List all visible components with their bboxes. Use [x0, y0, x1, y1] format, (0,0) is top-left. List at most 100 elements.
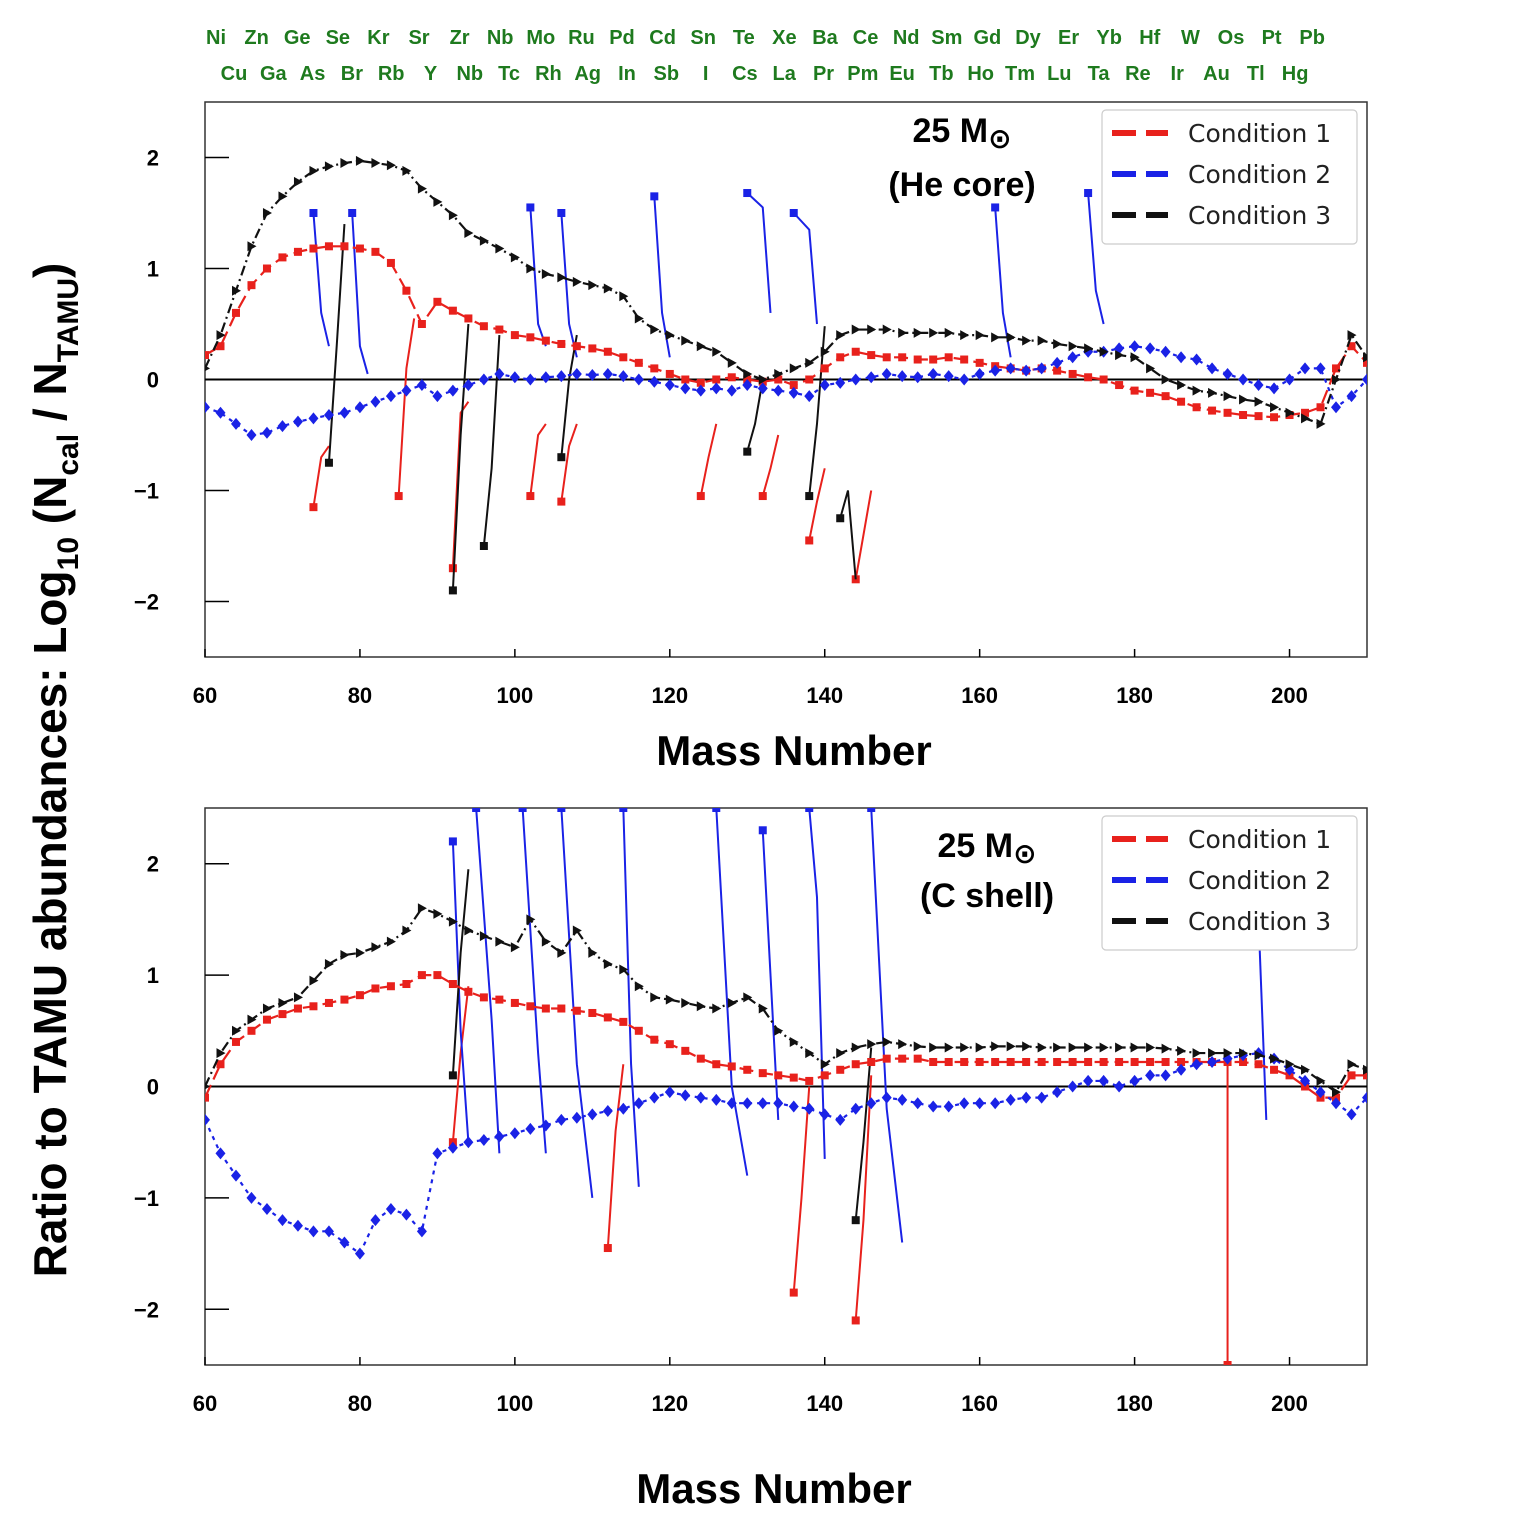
data-point — [1223, 1048, 1233, 1059]
isotope-chain-spike — [1257, 919, 1268, 1120]
data-point — [681, 997, 691, 1008]
data-point — [664, 1086, 675, 1099]
data-point — [416, 1225, 427, 1238]
data-point — [1332, 364, 1341, 373]
data-point — [634, 313, 644, 324]
data-point — [743, 1065, 752, 1074]
data-point — [960, 330, 970, 341]
x-tick-label: 140 — [806, 683, 843, 708]
data-point — [447, 1141, 458, 1154]
data-point — [472, 808, 481, 812]
element-label: Y — [424, 63, 438, 85]
data-point — [385, 390, 396, 403]
data-point — [1347, 342, 1356, 351]
data-point — [557, 808, 566, 812]
data-point — [944, 327, 954, 338]
series-line-condition-1 — [205, 245, 1367, 419]
data-point — [929, 355, 938, 364]
data-point — [1362, 1091, 1367, 1104]
data-point — [1021, 364, 1032, 377]
x-tick-label: 180 — [1116, 1391, 1153, 1416]
data-point — [557, 209, 566, 217]
data-point — [943, 370, 954, 383]
data-point — [1223, 1361, 1232, 1365]
data-point — [898, 1054, 907, 1063]
data-point — [402, 286, 411, 295]
element-label: Ge — [284, 27, 311, 49]
data-point — [309, 1002, 318, 1011]
data-point — [509, 371, 520, 384]
element-label: Pt — [1262, 27, 1282, 49]
data-point — [1130, 386, 1139, 395]
data-point — [836, 330, 846, 341]
data-point — [1036, 362, 1047, 375]
element-label: In — [618, 63, 636, 85]
data-point — [463, 379, 474, 392]
isotope-chain-spike — [808, 326, 826, 497]
series-line-condition-2 — [205, 1051, 1367, 1256]
data-point — [348, 209, 357, 217]
data-point — [758, 1069, 767, 1078]
data-point — [1270, 1065, 1279, 1074]
data-point — [882, 324, 892, 335]
data-point — [603, 1244, 612, 1253]
element-label: Nd — [893, 27, 920, 49]
data-point — [681, 375, 690, 384]
data-point — [1160, 1069, 1171, 1082]
data-point — [230, 417, 241, 430]
data-point — [649, 1091, 660, 1104]
isotope-chain-spike — [560, 423, 578, 502]
data-point — [588, 1008, 597, 1017]
data-point — [495, 243, 505, 254]
element-label: Cs — [732, 63, 758, 85]
data-point — [975, 1057, 984, 1066]
data-point — [1254, 412, 1263, 421]
data-point — [588, 280, 598, 291]
data-point — [726, 1097, 737, 1110]
x-tick-label: 160 — [961, 1391, 998, 1416]
data-point — [851, 1042, 861, 1053]
data-point — [1084, 189, 1093, 198]
data-point — [246, 429, 257, 441]
data-point — [743, 368, 753, 379]
data-point — [944, 1057, 953, 1066]
y-tick-label: −2 — [134, 1297, 159, 1322]
data-point — [1022, 1057, 1031, 1066]
data-point — [1254, 396, 1264, 407]
data-point — [557, 272, 567, 283]
data-point — [1146, 388, 1155, 397]
element-label: Cu — [221, 63, 248, 85]
data-point — [1099, 346, 1109, 357]
data-point — [1084, 343, 1094, 354]
data-point — [774, 1071, 783, 1080]
data-point — [447, 384, 458, 397]
data-point — [309, 209, 318, 217]
isotope-chain-spike — [653, 196, 671, 358]
data-point — [385, 1203, 396, 1216]
element-label: Er — [1058, 27, 1079, 49]
data-point — [665, 330, 675, 341]
data-point — [788, 1100, 799, 1113]
data-point — [557, 947, 567, 958]
element-label: Se — [326, 27, 350, 49]
data-point — [1363, 1064, 1367, 1075]
isotope-chain-spike — [1087, 192, 1105, 325]
data-point — [1084, 373, 1093, 382]
data-point — [805, 1048, 815, 1059]
data-point — [448, 837, 457, 846]
data-point — [556, 1113, 567, 1126]
data-point — [416, 379, 427, 392]
data-point — [293, 176, 303, 187]
data-point — [386, 160, 396, 171]
data-point — [1239, 1057, 1248, 1066]
element-label: Dy — [1015, 27, 1041, 49]
data-point — [1145, 342, 1156, 355]
data-point — [836, 1065, 845, 1074]
data-point — [1363, 358, 1367, 367]
element-label: Gd — [974, 27, 1002, 49]
data-point — [309, 975, 319, 986]
data-point — [1238, 373, 1249, 386]
data-point — [1254, 1050, 1264, 1061]
data-point — [433, 908, 443, 919]
data-point — [510, 998, 519, 1007]
